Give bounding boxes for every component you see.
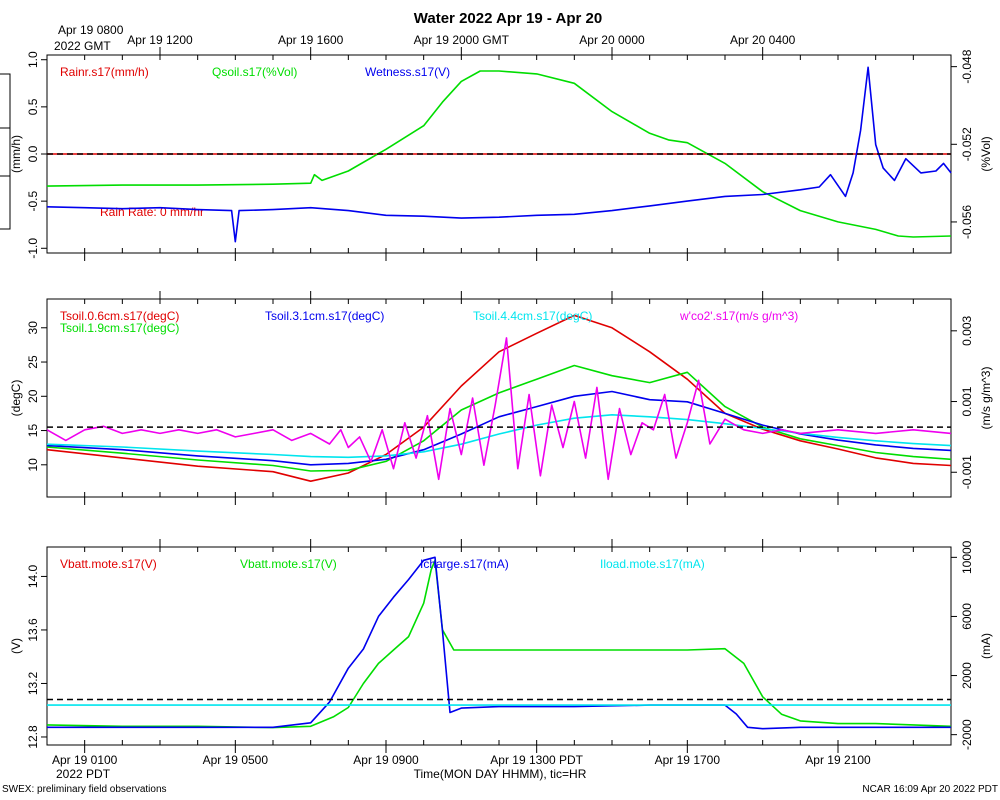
- bottom-axis-tick-label: Apr 19 0100: [52, 753, 118, 767]
- legend-entry: Vbatt.mote.s17(V): [60, 557, 157, 571]
- legend-entry: Wetness.s17(V): [365, 65, 450, 79]
- footer-left-note: SWEX: preliminary field observations: [2, 784, 167, 795]
- bottom-corner-label: 2022 PDT: [56, 767, 111, 781]
- y-left-tick-label: 14.0: [26, 564, 40, 588]
- legend-entry: Tsoil.0.6cm.s17(degC): [60, 309, 179, 323]
- y-left-tick-label: -0.5: [26, 190, 40, 211]
- top-corner-label: Apr 19 0800: [58, 23, 124, 37]
- series-line-vbatt-mote-green: [46, 559, 952, 729]
- y-right-tick-label: -0.048: [960, 49, 974, 83]
- series-line-wetness-s17: [46, 66, 952, 243]
- rain-rate-annotation: Rain Rate: 0 mm/hr: [100, 205, 204, 219]
- y-right-tick-label: -0.001: [960, 455, 974, 489]
- x-axis-label: Time(MON DAY HHMM), tic=HR: [414, 767, 587, 781]
- legend-entry: Tsoil.1.9cm.s17(degC): [60, 321, 179, 335]
- y-left-tick-label: 20: [26, 389, 40, 403]
- legend-entry: Iload.mote.s17(mA): [600, 557, 705, 571]
- y-left-tick-label: 0.0: [26, 145, 40, 162]
- series-line-tsoil-3-1cm: [46, 390, 952, 466]
- y-left-axis-label: (V): [9, 638, 23, 654]
- legend-entry: w'co2'.s17(m/s g/m^3): [679, 309, 798, 323]
- y-right-tick-label: 10000: [960, 540, 974, 574]
- top-axis-tick-label: Apr 19 2000 GMT: [414, 33, 510, 47]
- y-right-tick-label: 0.003: [960, 315, 974, 345]
- y-left-tick-label: 12.8: [26, 725, 40, 749]
- y-right-axis-label: (m/s g/m^3): [979, 367, 993, 430]
- y-left-tick-label: 25: [26, 355, 40, 369]
- y-left-axis-label: (degC): [9, 380, 23, 417]
- y-right-axis-label: (mA): [979, 633, 993, 659]
- legend-entry: Tsoil.3.1cm.s17(degC): [265, 309, 384, 323]
- series-line-qsoil-s17: [46, 70, 952, 238]
- legend-entry: Qsoil.s17(%Vol): [212, 65, 297, 79]
- bottom-axis-tick-label: Apr 19 1300 PDT: [490, 753, 583, 767]
- y-left-tick-label: 1.0: [26, 51, 40, 68]
- y-left-tick-label: 13.2: [26, 671, 40, 695]
- footer-right-note: NCAR 16:09 Apr 20 2022 PDT: [862, 784, 998, 795]
- y-left-tick-label: 15: [26, 424, 40, 438]
- y-left-tick-label: 30: [26, 321, 40, 335]
- y-right-tick-label: 0.001: [960, 386, 974, 416]
- legend-entry: Tsoil.4.4cm.s17(degC): [473, 309, 592, 323]
- legend-entry: Icharge.s17(mA): [420, 557, 509, 571]
- bottom-axis-tick-label: Apr 19 0900: [353, 753, 419, 767]
- panel-power: 14.0 13.6 13.2 12.8 10000 6000 2000 -2000 (V) (mA…: [9, 539, 993, 753]
- bottom-axis-tick-label: Apr 19 0500: [203, 753, 269, 767]
- panel-frame: [46, 298, 952, 498]
- series-line-tsoil-1-9cm: [46, 364, 952, 472]
- panel-soil: 30 25 20 15 10 0.003 0.001 -0.001 (degC) (m/s g/m…: [9, 291, 993, 505]
- top-axis-tick-label: Apr 20 0400: [730, 33, 796, 47]
- y-right-tick-label: 2000: [960, 662, 974, 689]
- y-left-axis-label: (mm/h): [9, 135, 23, 173]
- y-left-tick-label: 10: [26, 458, 40, 472]
- y-right-axis-label: (%Vol): [979, 136, 993, 171]
- top-axis-tick-label: Apr 20 0000: [579, 33, 645, 47]
- y-right-tick-label: -2000: [960, 719, 974, 750]
- y-left-tick-label: 0.5: [26, 98, 40, 115]
- y-left-tick-label: 13.6: [26, 618, 40, 642]
- series-line-tsoil-0-6cm: [46, 314, 952, 483]
- chart-panels: 1.0 0.5 0.0 -0.5 -1.0 -0.048 -0.052 -0.056 (mm/h…: [9, 33, 993, 767]
- series-line-w-co2-: [46, 337, 952, 481]
- legend-entry: Rainr.s17(mm/h): [60, 65, 149, 79]
- panel-water: 1.0 0.5 0.0 -0.5 -1.0 -0.048 -0.052 -0.056 (mm/h…: [9, 47, 993, 261]
- bottom-axis-tick-label: Apr 19 2100: [805, 753, 871, 767]
- y-right-tick-label: -0.052: [960, 127, 974, 161]
- left-edge-frame: [0, 73, 11, 230]
- y-right-tick-label: -0.056: [960, 205, 974, 239]
- panel-frame: [46, 546, 952, 746]
- bottom-axis-tick-label: Apr 19 1700: [655, 753, 721, 767]
- chart-title: Water 2022 Apr 19 - Apr 20: [414, 10, 602, 27]
- y-left-tick-label: -1.0: [26, 238, 40, 259]
- top-axis-tick-label: Apr 19 1600: [278, 33, 344, 47]
- y-right-tick-label: 6000: [960, 603, 974, 630]
- legend-entry: Vbatt.mote.s17(V): [240, 557, 337, 571]
- series-line-icharge-s17: [47, 556, 951, 730]
- top-corner-label-2: 2022 GMT: [54, 39, 111, 53]
- top-axis-tick-label: Apr 19 1200: [127, 33, 193, 47]
